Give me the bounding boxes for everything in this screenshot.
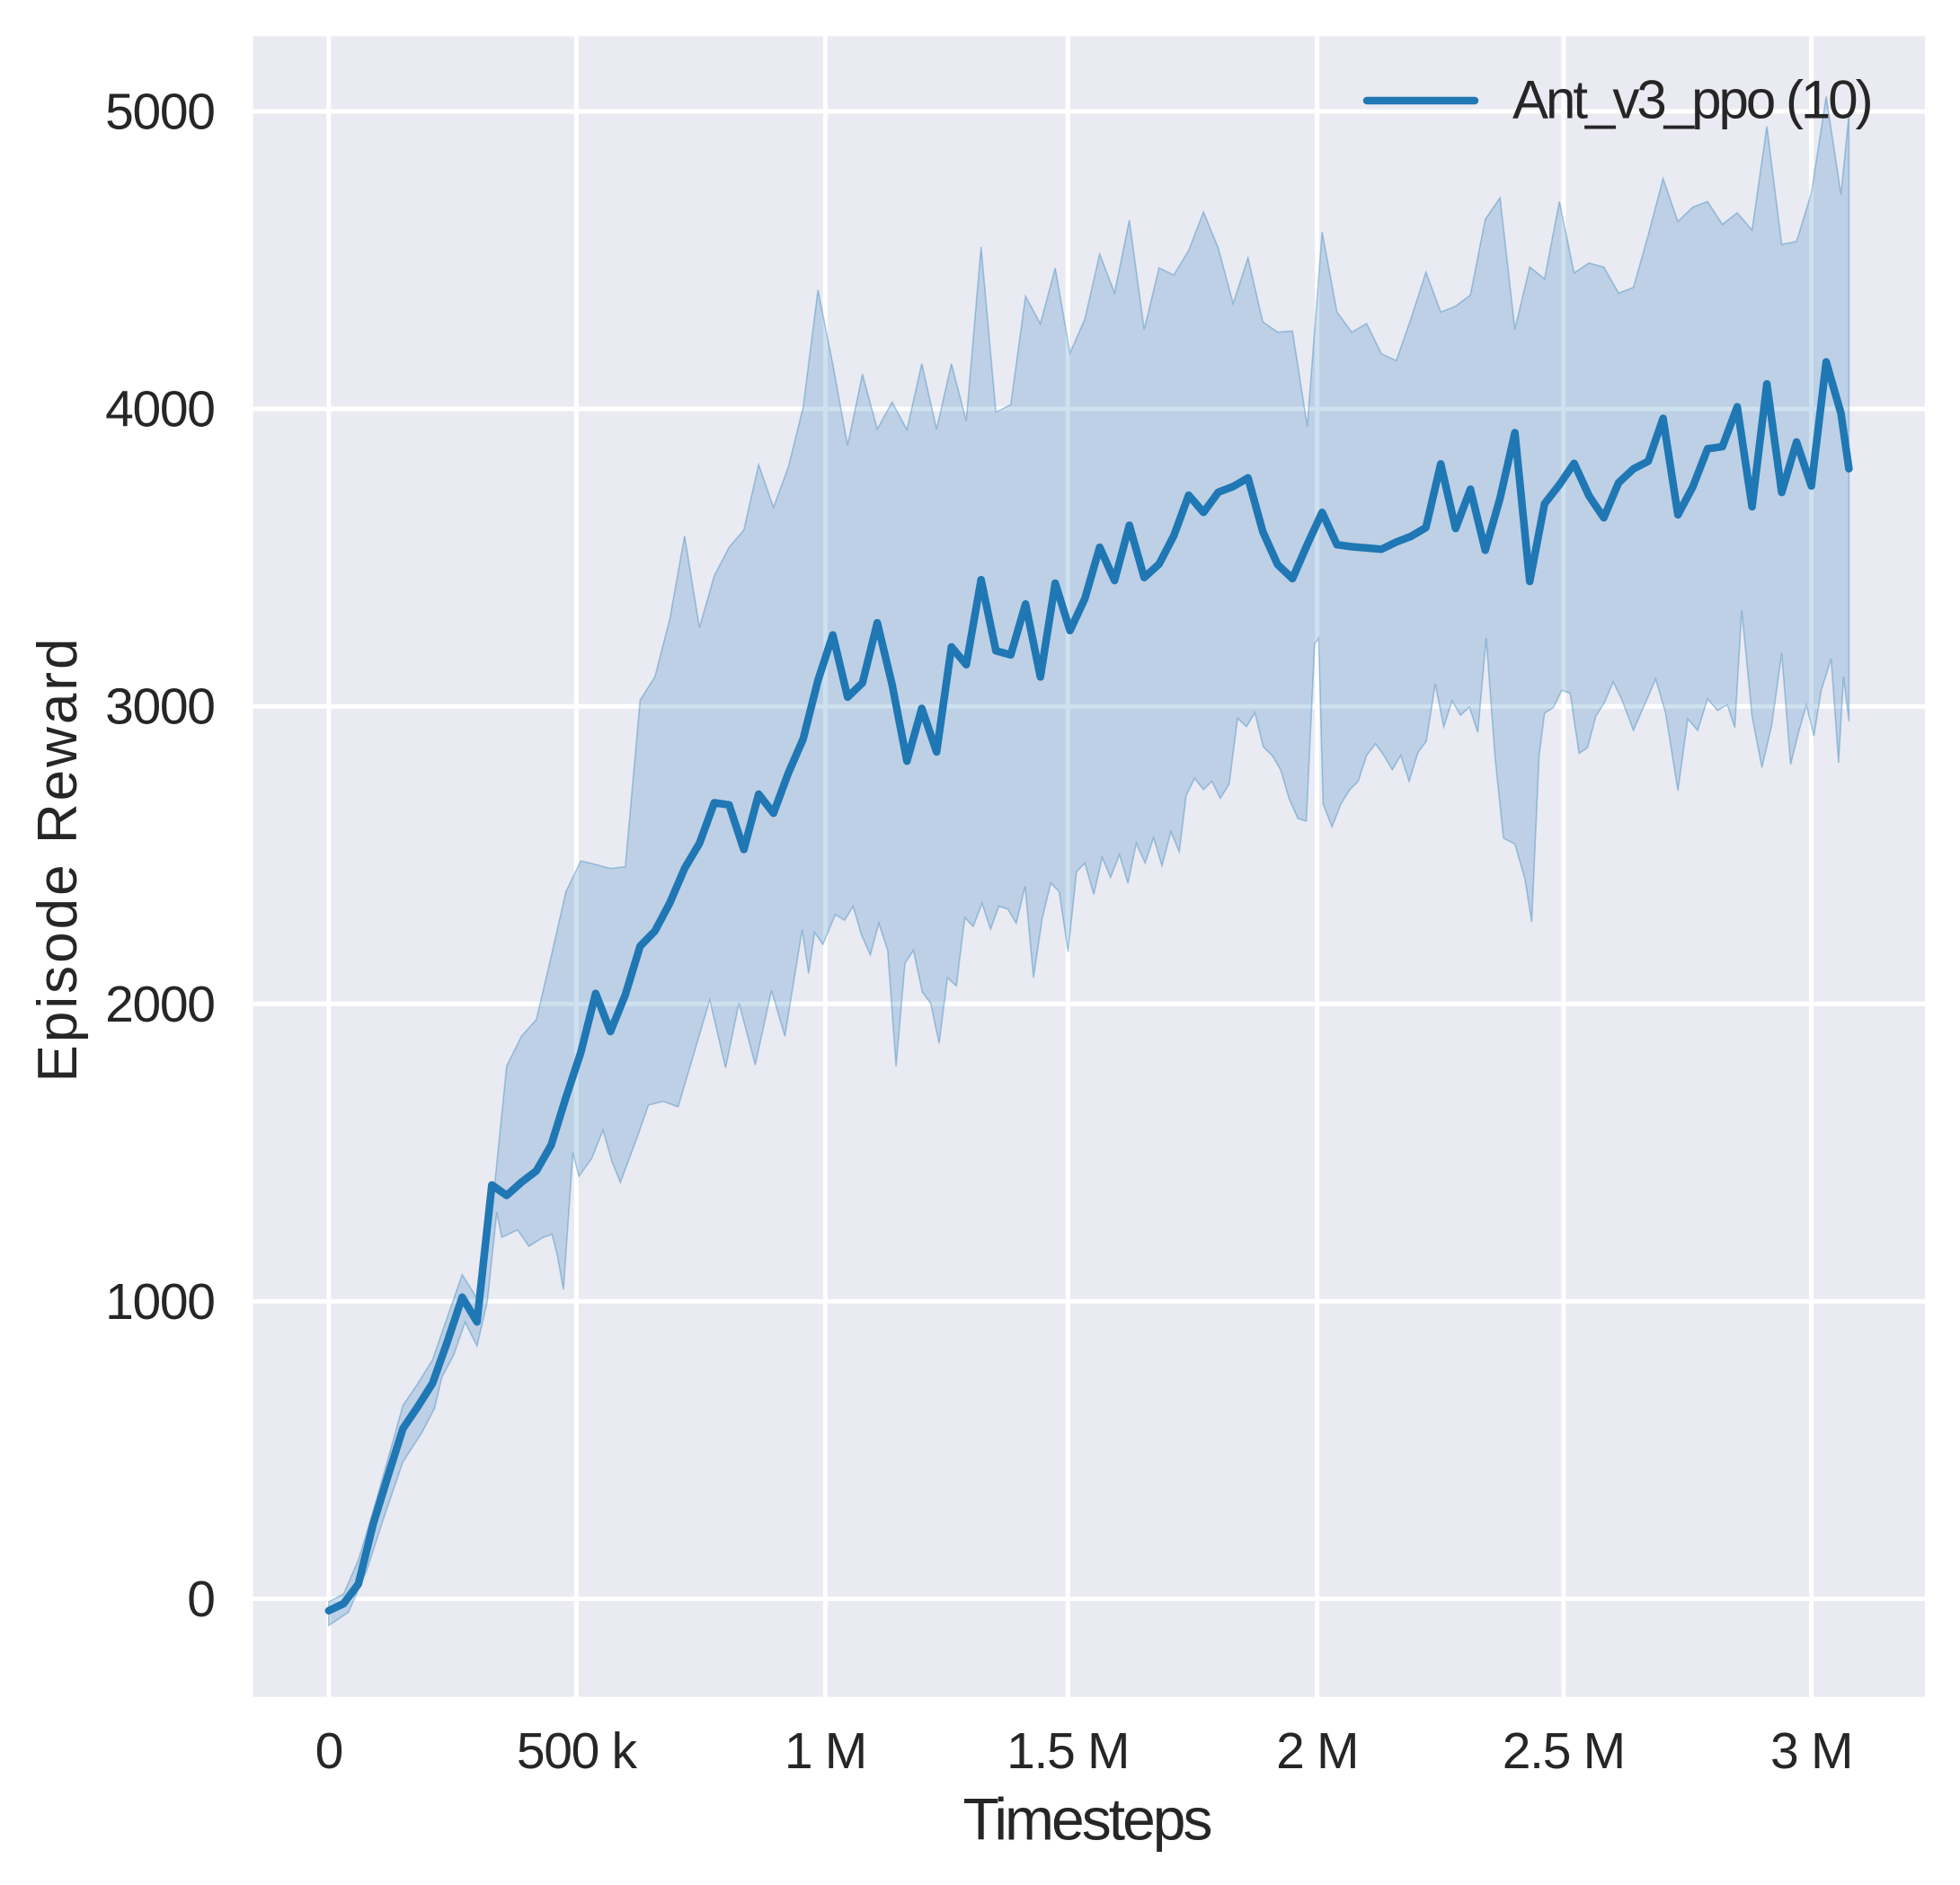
svg-text:Ant_v3_ppo (10): Ant_v3_ppo (10)	[1512, 70, 1871, 130]
svg-text:4000: 4000	[105, 381, 215, 438]
svg-text:5000: 5000	[105, 84, 215, 141]
svg-text:1 M: 1 M	[785, 1722, 866, 1780]
svg-text:2 M: 2 M	[1276, 1722, 1358, 1780]
svg-text:1.5 M: 1.5 M	[1007, 1722, 1129, 1780]
svg-text:Timesteps: Timesteps	[963, 1786, 1211, 1853]
svg-text:3000: 3000	[105, 678, 215, 736]
svg-text:500 k: 500 k	[517, 1722, 638, 1780]
svg-text:2000: 2000	[105, 976, 215, 1033]
svg-text:1000: 1000	[105, 1273, 215, 1331]
svg-text:3 M: 3 M	[1770, 1722, 1852, 1780]
svg-text:Episode Reward: Episode Reward	[27, 636, 89, 1083]
svg-text:0: 0	[315, 1722, 342, 1780]
svg-text:0: 0	[187, 1571, 214, 1628]
svg-text:2.5 M: 2.5 M	[1503, 1722, 1625, 1780]
